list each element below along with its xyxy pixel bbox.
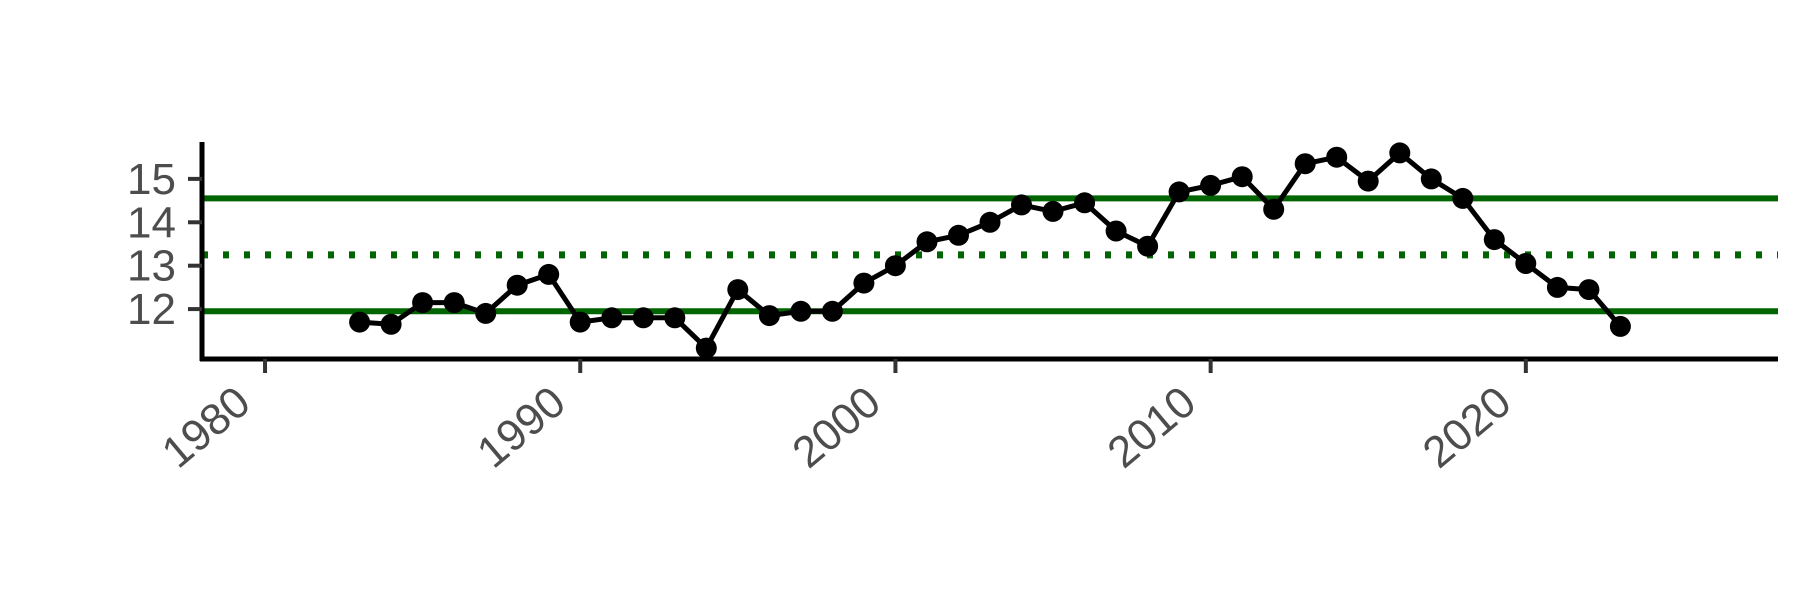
x-tick-label: 1990 — [468, 377, 574, 477]
data-point — [1578, 279, 1600, 301]
data-point — [1357, 170, 1379, 192]
data-point — [979, 211, 1001, 233]
y-tick-label: 12 — [127, 285, 176, 334]
data-point — [1294, 153, 1316, 175]
data-point — [695, 337, 717, 359]
data-point — [1546, 276, 1568, 298]
data-point — [664, 307, 686, 329]
data-point — [1326, 146, 1348, 168]
data-point — [380, 313, 402, 335]
data-point — [948, 224, 969, 246]
data-point — [916, 231, 938, 253]
data-point — [1420, 168, 1442, 190]
data-point — [538, 263, 560, 285]
data-point — [1042, 200, 1064, 222]
data-point — [1609, 315, 1631, 337]
x-axis-ticks: 1980 1990 2000 2010 2020 — [153, 359, 1528, 478]
data-point — [1515, 253, 1537, 274]
data-point — [1011, 194, 1032, 216]
data-point — [632, 307, 654, 329]
y-tick-label: 15 — [127, 155, 176, 204]
x-tick-label: 2010 — [1099, 377, 1205, 477]
data-point — [853, 272, 875, 294]
data-point — [1105, 220, 1127, 242]
data-point — [1483, 229, 1505, 251]
data-point — [412, 292, 434, 314]
data-point — [506, 274, 528, 296]
x-tick-label: 2000 — [783, 377, 889, 477]
data-point — [758, 305, 780, 327]
x-tick-label: 1980 — [153, 377, 259, 477]
data-point — [349, 311, 371, 333]
series-layer — [349, 142, 1631, 359]
data-point — [790, 300, 812, 322]
data-point — [1389, 142, 1411, 164]
y-tick-label: 14 — [127, 198, 176, 247]
data-point — [1137, 235, 1159, 257]
data-point — [884, 255, 906, 277]
data-point — [475, 302, 497, 324]
y-tick-label: 13 — [127, 242, 176, 291]
data-point — [1200, 174, 1222, 196]
data-point — [1168, 181, 1190, 203]
data-point — [601, 307, 623, 329]
data-point — [727, 279, 749, 301]
data-point — [821, 300, 843, 322]
x-tick-label: 2020 — [1414, 377, 1520, 477]
reference-lines — [202, 195, 1778, 315]
data-point — [443, 292, 465, 314]
data-point — [1263, 198, 1285, 220]
data-point — [1452, 187, 1474, 209]
data-point — [1231, 166, 1253, 188]
data-point — [1074, 192, 1096, 214]
data-point — [569, 311, 591, 333]
